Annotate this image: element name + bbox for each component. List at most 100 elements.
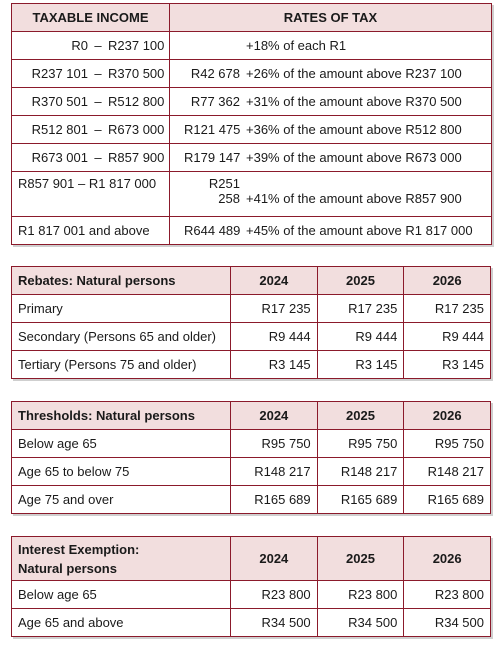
row-value: R9 444	[316, 322, 405, 351]
bracket-sep: –	[94, 94, 102, 109]
rate-base: R121 475	[184, 122, 241, 137]
row-value: R17 235	[316, 294, 405, 323]
table-row: Below age 65 R95 750 R95 750 R95 750	[11, 429, 491, 458]
bracket-to: R237 100	[108, 38, 165, 53]
row-value: R95 750	[316, 429, 405, 458]
year-header: 2026	[403, 401, 491, 430]
row-value: R23 800	[403, 580, 491, 609]
year-header: 2025	[316, 536, 405, 581]
row-label: Age 65 to below 75	[11, 457, 231, 486]
bracket-sep: –	[78, 176, 86, 191]
interest-title-line2: Natural persons	[18, 560, 117, 576]
rate-base: R77 362	[190, 94, 240, 109]
rate-percent: +36% of the amount above R512 800	[246, 122, 462, 137]
taxable-income-header: TAXABLE INCOME	[11, 3, 170, 32]
tax-rate: R121 475 +36% of the amount above R512 80…	[169, 115, 492, 144]
tax-header-row: TAXABLE INCOME RATES OF TAX	[11, 3, 492, 32]
table-row: Age 65 and above R34 500 R34 500 R34 500	[11, 608, 491, 637]
row-value: R17 235	[230, 294, 318, 323]
income-bracket: R512 801– R673 000	[11, 115, 170, 144]
rate-base: R251 258	[208, 176, 240, 206]
bracket-from: R512 801	[31, 122, 88, 137]
bracket-sep: –	[94, 66, 102, 81]
table-row: Age 75 and over R165 689 R165 689 R165 6…	[11, 485, 491, 514]
bracket-from: R370 501	[31, 94, 88, 109]
row-value: R165 689	[230, 485, 318, 514]
tax-row: R512 801– R673 000 R121 475 +36% of the am…	[11, 115, 492, 144]
table-row: Age 65 to below 75 R148 217 R148 217 R14…	[11, 457, 491, 486]
row-label: Tertiary (Persons 75 and older)	[11, 350, 231, 379]
bracket-to: R857 900	[108, 150, 165, 165]
row-value: R148 217	[230, 457, 318, 486]
row-value: R23 800	[316, 580, 405, 609]
bracket-from: R1 817 001	[18, 223, 86, 238]
row-value: R23 800	[230, 580, 318, 609]
thresholds-table: Thresholds: Natural persons 2024 2025 20…	[11, 401, 491, 514]
rate-percent: +41% of the amount above R857 900	[246, 191, 462, 206]
table-row: Tertiary (Persons 75 and older) R3 145 R…	[11, 350, 491, 379]
income-bracket: R673 001– R857 900	[11, 143, 170, 172]
rate-percent: +18% of each R1	[246, 38, 347, 53]
rebates-title: Rebates: Natural persons	[11, 266, 231, 295]
bracket-to: R1 817 000	[88, 176, 157, 191]
year-header: 2024	[230, 536, 318, 581]
bracket-sep: –	[94, 122, 102, 137]
year-header: 2025	[316, 266, 405, 295]
tax-rate: R77 362 +31% of the amount above R370 500	[169, 87, 492, 116]
bracket-to: R370 500	[108, 66, 165, 81]
interest-title: Interest Exemption: Natural persons	[11, 536, 231, 581]
year-header: 2026	[403, 266, 491, 295]
row-value: R95 750	[403, 429, 491, 458]
tax-rate: R42 678 +26% of the amount above R237 100	[169, 59, 492, 88]
rebates-header-row: Rebates: Natural persons 2024 2025 2026	[11, 266, 491, 295]
bracket-sep: –	[94, 38, 102, 53]
bracket-sep: –	[94, 150, 102, 165]
bracket-from: R0	[71, 38, 88, 53]
bracket-to: R673 000	[108, 122, 165, 137]
bracket-from: R237 101	[31, 66, 88, 81]
tax-rate: +18% of each R1	[169, 31, 492, 60]
table-row: Primary R17 235 R17 235 R17 235	[11, 294, 491, 323]
thresholds-title: Thresholds: Natural persons	[11, 401, 231, 430]
row-value: R3 145	[403, 350, 491, 379]
row-value: R3 145	[230, 350, 318, 379]
row-label: Below age 65	[11, 580, 231, 609]
tax-row: R370 501– R512 800 R77 362 +31% of the amo…	[11, 87, 492, 116]
tax-row: R857 901 – R1 817 000 R251 258 +41% of th…	[11, 171, 492, 217]
row-value: R3 145	[316, 350, 405, 379]
row-label: Age 65 and above	[11, 608, 231, 637]
row-value: R95 750	[230, 429, 318, 458]
row-label: Primary	[11, 294, 231, 323]
row-value: R165 689	[403, 485, 491, 514]
rate-base: R42 678	[190, 66, 240, 81]
bracket-to: and above	[88, 223, 150, 238]
rate-percent: +26% of the amount above R237 100	[246, 66, 462, 81]
year-header: 2024	[230, 401, 318, 430]
interest-title-line1: Interest Exemption:	[18, 541, 140, 557]
tax-row: R673 001– R857 900 R179 147 +39% of the am…	[11, 143, 492, 172]
table-row: Secondary (Persons 65 and older) R9 444 …	[11, 322, 491, 351]
row-value: R165 689	[316, 485, 405, 514]
row-value: R34 500	[230, 608, 318, 637]
rebates-table: Rebates: Natural persons 2024 2025 2026 …	[11, 266, 491, 379]
rate-base: R179 147	[184, 150, 241, 165]
income-bracket: R857 901 – R1 817 000	[11, 171, 170, 217]
income-bracket: R1 817 001 and above	[11, 216, 170, 245]
row-value: R148 217	[403, 457, 491, 486]
tax-row: R1 817 001 and above R644 489 +45% of the…	[11, 216, 492, 245]
interest-header-row: Interest Exemption: Natural persons 2024 …	[11, 536, 491, 581]
year-header: 2025	[316, 401, 405, 430]
rate-base: R644 489	[184, 223, 241, 238]
row-value: R17 235	[403, 294, 491, 323]
row-label: Age 75 and over	[11, 485, 231, 514]
tax-rate: R179 147 +39% of the amount above R673 00…	[169, 143, 492, 172]
tax-rates-table: TAXABLE INCOME RATES OF TAX R0– R237 100 …	[11, 3, 492, 245]
row-value: R34 500	[316, 608, 405, 637]
row-value: R9 444	[230, 322, 318, 351]
row-label: Secondary (Persons 65 and older)	[11, 322, 231, 351]
rate-percent: +45% of the amount above R1 817 000	[246, 223, 473, 238]
bracket-to: R512 800	[108, 94, 165, 109]
year-header: 2024	[230, 266, 318, 295]
rate-percent: +39% of the amount above R673 000	[246, 150, 462, 165]
bracket-from: R857 901	[18, 176, 75, 191]
